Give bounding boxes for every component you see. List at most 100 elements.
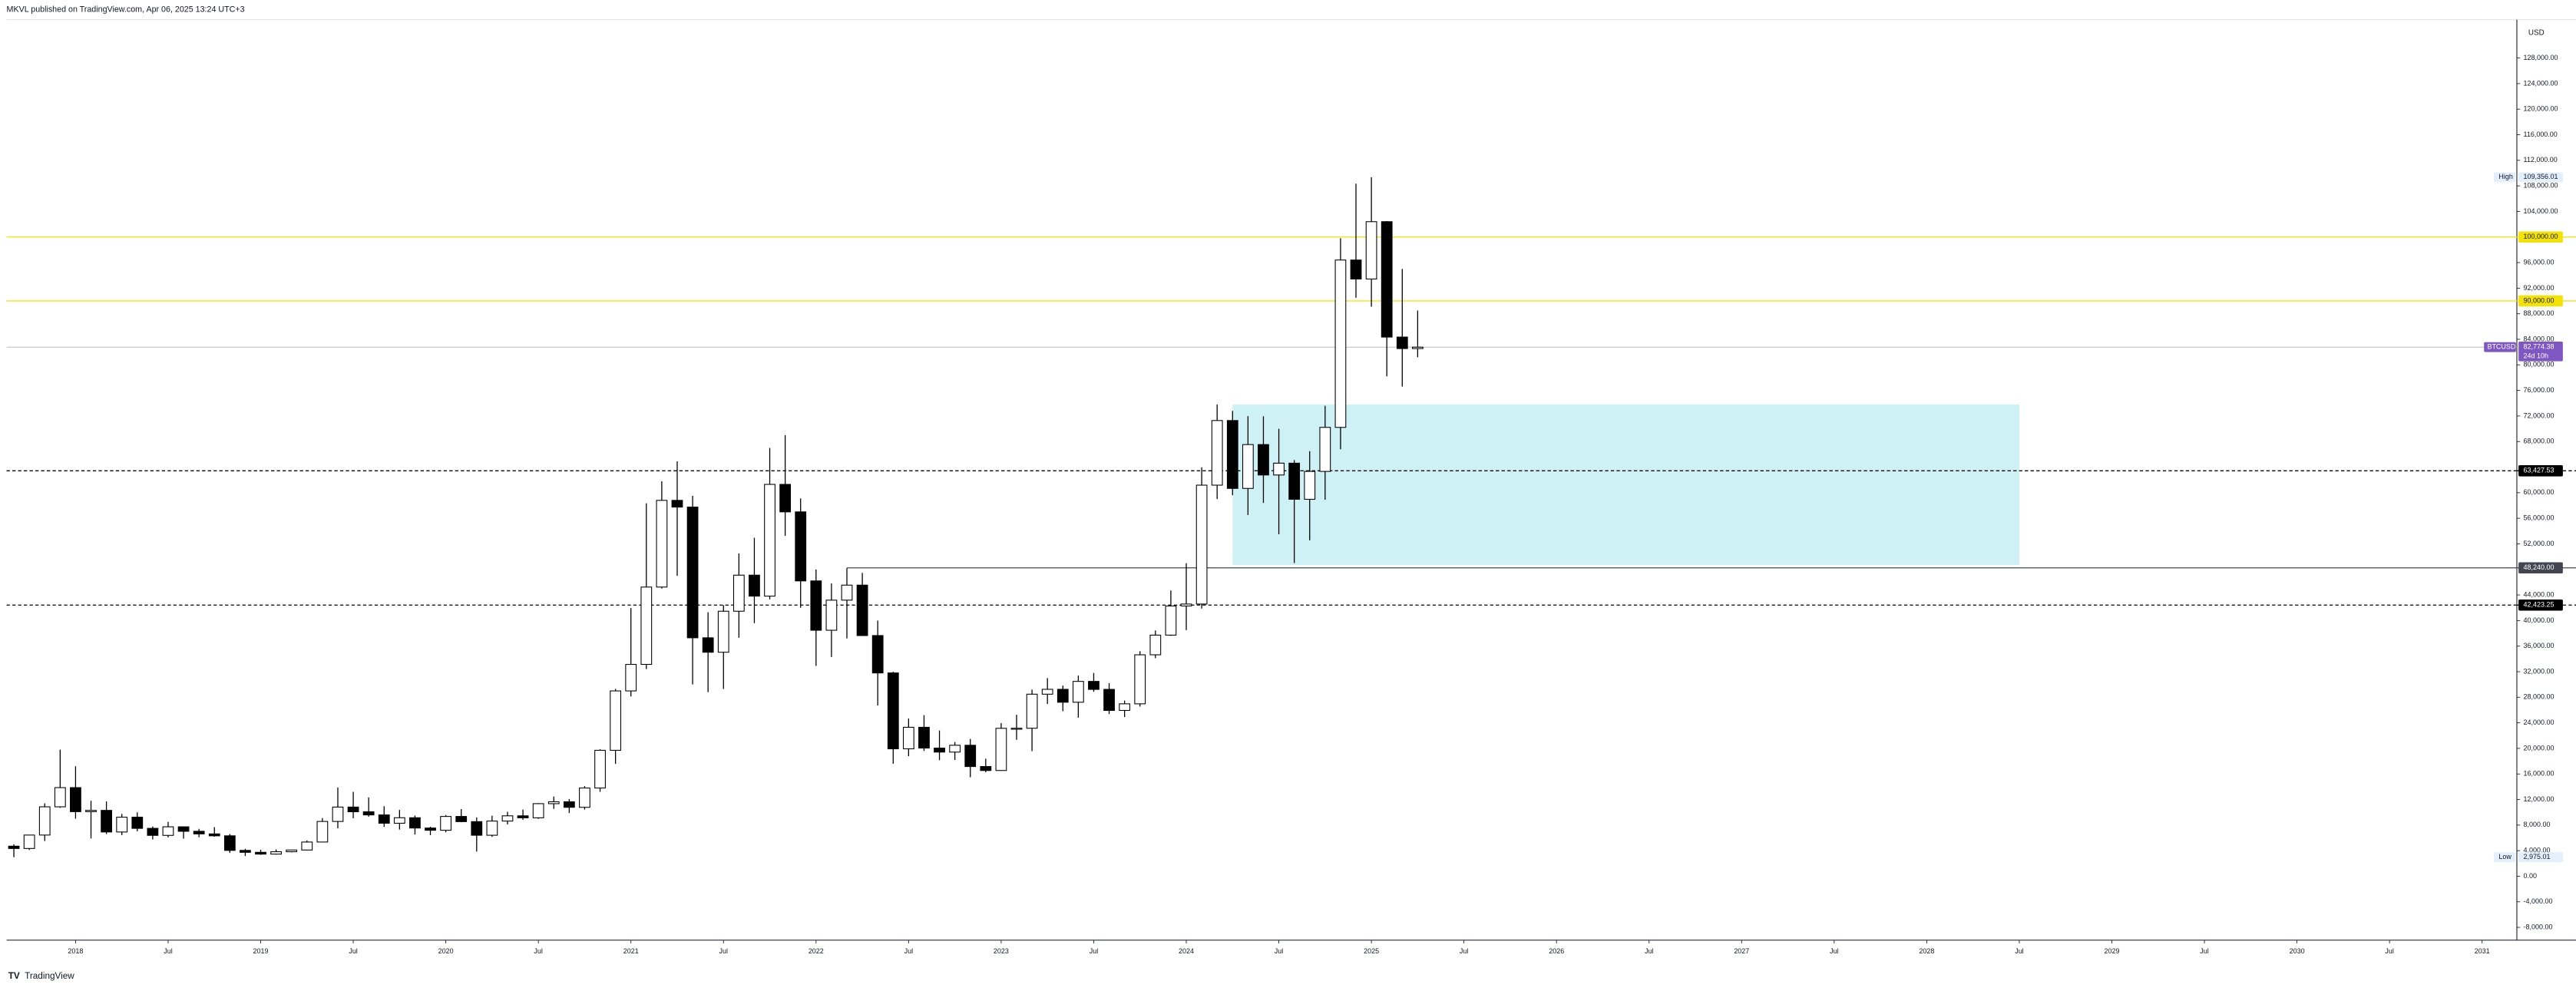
x-tick-label: Jul [1460,947,1468,955]
candle-body [486,821,498,836]
candle-body [1134,654,1146,705]
candle-body [795,511,807,582]
candle-body [8,845,20,849]
x-tick-label: Jul [719,947,728,955]
y-tick-label: 40,000.00 [2524,616,2555,624]
candle-body [208,833,220,837]
candle-body [286,849,298,853]
candle-body [887,672,899,750]
candle-body [332,806,344,822]
candle-body [1350,259,1362,280]
candle-body [362,811,375,816]
candle-body [825,600,838,631]
y-tick-label: 128,000.00 [2524,54,2558,61]
extreme-label: 2,975.01 [2524,853,2551,861]
candle-body [640,586,653,666]
candle-body [455,816,468,822]
candle-body [409,817,421,829]
y-tick-label: 24,000.00 [2524,718,2555,726]
candle-body [1119,703,1131,712]
y-tick-label: 96,000.00 [2524,258,2555,266]
candle-body [841,584,853,601]
y-tick-label: 108,000.00 [2524,182,2558,190]
candle-body [147,827,159,836]
candle-body [471,821,483,836]
header-title: MKVL published on TradingView.com, Apr 0… [7,5,245,15]
candle-body [1026,693,1038,729]
y-tick-label: 112,000.00 [2524,156,2558,164]
candle-body [964,745,977,768]
candle-body [779,484,792,513]
x-tick-label: Jul [534,947,542,955]
candle-body [162,826,174,836]
candle-body [625,663,637,692]
x-tick-label: Jul [2200,947,2208,955]
candle-body [255,851,266,855]
candle-body [1057,689,1069,703]
candle-body [378,814,390,824]
y-tick-label: 4,000.00 [2524,847,2551,854]
candle-body [54,787,66,808]
candle-body [547,801,560,804]
x-tick-label: Jul [2015,947,2023,955]
y-tick-label: 124,000.00 [2524,79,2558,87]
candle-body [177,826,190,832]
level-label-box [2518,562,2563,574]
x-tick-label: Jul [2385,947,2393,955]
candle-body [579,788,590,808]
x-tick-label: 2026 [1549,947,1564,955]
candle-body [1412,346,1424,349]
candle-body [902,726,914,750]
x-tick-label: 2022 [809,947,824,955]
candle-body [1304,471,1316,500]
candle-body [749,574,760,597]
last-price-tag: BTCUSD [2487,343,2515,351]
candle-body [810,580,822,631]
x-tick-label: 2024 [1179,947,1194,955]
y-tick-label: 56,000.00 [2524,514,2555,522]
y-tick-label: 72,000.00 [2524,411,2555,419]
candle-body [425,827,436,831]
last-price-label: 82,774.38 [2524,343,2555,351]
candle-body [501,815,514,822]
candle-body [38,806,51,836]
x-tick-label: 2031 [2475,947,2490,955]
y-tick-label: 0.00 [2524,872,2537,880]
candle-body [980,766,992,771]
candle-body [223,835,236,851]
extreme-tag-box [2494,852,2515,863]
brand: TradingView [25,971,74,981]
candle-body [732,574,745,612]
y-tick-label: 68,000.00 [2524,438,2555,445]
candle-body [686,507,699,639]
candle-body [995,728,1007,771]
x-tick-label: 2019 [253,947,269,955]
y-tick-label: 16,000.00 [2524,770,2555,778]
candle-body [563,801,575,808]
level-label-box [2518,231,2563,243]
candle-body [1242,444,1254,489]
candle-body [517,815,529,818]
candle-body [1195,484,1208,605]
y-tick-label: 116,000.00 [2524,130,2558,138]
x-tick-label: Jul [904,947,913,955]
y-tick-label: 104,000.00 [2524,207,2558,215]
candle-body [671,500,683,508]
y-tick-label: 44,000.00 [2524,590,2555,598]
y-tick-label: 28,000.00 [2524,693,2555,701]
countdown-label: 24d 10h [2524,352,2548,359]
x-tick-label: Jul [1275,947,1283,955]
candle-body [610,690,622,751]
candle-body [1365,221,1377,280]
x-tick-label: 2028 [1919,947,1934,955]
candle-body [116,816,128,833]
x-tick-label: 2027 [1734,947,1749,955]
x-tick-label: Jul [1645,947,1653,955]
x-tick-label: Jul [164,947,172,955]
y-tick-label: 8,000.00 [2524,821,2551,828]
y-tick-label: 80,000.00 [2524,361,2555,368]
candle-body [1258,444,1269,476]
extreme-tag: High [2498,173,2512,180]
candle-body [764,484,775,597]
